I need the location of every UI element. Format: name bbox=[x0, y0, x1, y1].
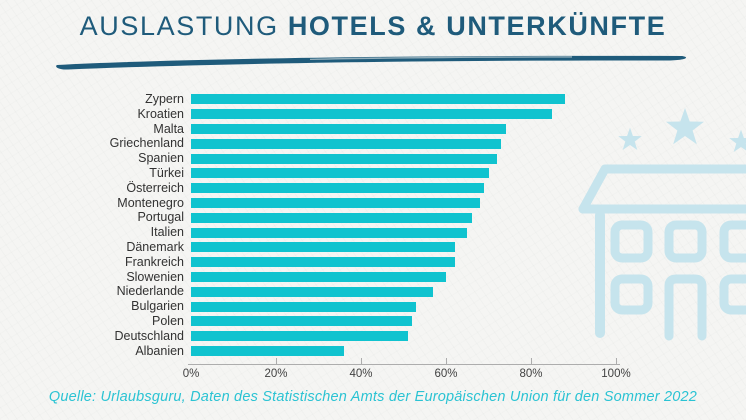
bar-track bbox=[191, 136, 616, 151]
axis-tick bbox=[276, 358, 277, 364]
bar-track bbox=[191, 284, 616, 299]
bar bbox=[191, 197, 480, 208]
bar-label: Türkei bbox=[149, 165, 184, 180]
bar-track bbox=[191, 225, 616, 240]
bar-label: Österreich bbox=[126, 180, 184, 195]
bar-label: Montenegro bbox=[117, 195, 184, 210]
chart-row: Türkei bbox=[0, 166, 616, 181]
bar bbox=[191, 183, 485, 194]
bar-label: Spanien bbox=[138, 151, 184, 166]
bar-label: Polen bbox=[152, 313, 184, 328]
axis-tick-label: 60% bbox=[434, 368, 458, 380]
chart-row: Italien bbox=[0, 225, 616, 240]
page-title-regular: AUSLASTUNG bbox=[79, 11, 279, 41]
bar bbox=[191, 138, 502, 149]
bar bbox=[191, 331, 408, 342]
bar-track bbox=[191, 329, 616, 344]
bar-label: Malta bbox=[153, 121, 184, 136]
chart-row: Polen bbox=[0, 314, 616, 329]
axis-tick bbox=[531, 358, 532, 364]
bar-label: Zypern bbox=[145, 92, 184, 106]
bar-track bbox=[191, 210, 616, 225]
chart-row: Österreich bbox=[0, 181, 616, 196]
source-caption: Quelle: Urlaubsguru, Daten des Statistis… bbox=[48, 389, 698, 405]
bar-label: Deutschland bbox=[114, 328, 185, 343]
bar bbox=[191, 212, 472, 223]
bar-track bbox=[191, 122, 616, 137]
bar-label: Bulgarien bbox=[131, 299, 184, 314]
bar-label: Dänemark bbox=[126, 239, 184, 254]
chart-row: Spanien bbox=[0, 151, 616, 166]
bar bbox=[191, 301, 417, 312]
axis-tick-label: 0% bbox=[182, 368, 200, 380]
bar bbox=[191, 227, 468, 238]
chart-row: Zypern bbox=[0, 92, 616, 107]
bar-label: Kroatien bbox=[137, 106, 184, 121]
axis-tick bbox=[446, 358, 447, 364]
bar bbox=[191, 286, 434, 297]
star-icon bbox=[666, 108, 704, 145]
chart-row: Dänemark bbox=[0, 240, 616, 255]
hotel-building-icon bbox=[578, 108, 746, 341]
bar bbox=[191, 271, 446, 282]
bar bbox=[191, 257, 455, 268]
bar-track bbox=[191, 151, 616, 166]
bar-track bbox=[191, 92, 616, 107]
bar-track bbox=[191, 196, 616, 211]
bar-label: Frankreich bbox=[124, 254, 184, 269]
axis-tick-label: 100% bbox=[601, 368, 631, 380]
bar bbox=[191, 168, 489, 179]
bar-label: Albanien bbox=[135, 343, 184, 358]
bar-track bbox=[191, 314, 616, 329]
chart-row: Malta bbox=[0, 122, 616, 137]
bar bbox=[191, 345, 344, 356]
chart-row: Deutschland bbox=[0, 329, 616, 344]
bar-track bbox=[191, 255, 616, 270]
chart-row: Portugal bbox=[0, 210, 616, 225]
chart-row: Albanien bbox=[0, 344, 616, 359]
star-icon bbox=[729, 129, 746, 153]
axis-tick-label: 80% bbox=[519, 368, 543, 380]
bar-track bbox=[191, 166, 616, 181]
chart-row: Slowenien bbox=[0, 270, 616, 285]
bar-label: Niederlande bbox=[116, 284, 184, 299]
chart-row: Kroatien bbox=[0, 107, 616, 122]
bar bbox=[191, 123, 506, 134]
chart-row: Frankreich bbox=[0, 255, 616, 270]
chart-row: Griechenland bbox=[0, 136, 616, 151]
bar bbox=[191, 242, 455, 253]
chart-row: Bulgarien bbox=[0, 299, 616, 314]
bar-track bbox=[191, 107, 616, 122]
bar-track bbox=[191, 240, 616, 255]
bar-chart: Zypern Kroatien Malta Griechenland Spanien Tü… bbox=[0, 92, 616, 358]
bar bbox=[191, 316, 412, 327]
axis-tick-label: 40% bbox=[349, 368, 373, 380]
bar-label: Portugal bbox=[137, 210, 184, 225]
page-title-bold: HOTELS & UNTERKÜNFTE bbox=[287, 11, 667, 41]
bar bbox=[191, 109, 553, 120]
page-title-space bbox=[279, 11, 288, 41]
bar-label: Griechenland bbox=[109, 136, 184, 151]
bar-label: Italien bbox=[150, 225, 184, 240]
page-title: AUSLASTUNG HOTELS & UNTERKÜNFTE bbox=[0, 11, 746, 42]
bar-track bbox=[191, 299, 616, 314]
bar bbox=[191, 153, 497, 164]
x-axis-line bbox=[188, 364, 620, 365]
axis-tick bbox=[361, 358, 362, 364]
bar bbox=[191, 94, 565, 105]
bar-track bbox=[191, 270, 616, 285]
axis-tick-label: 20% bbox=[264, 368, 288, 380]
bar-track bbox=[191, 181, 616, 196]
axis-tick bbox=[616, 358, 617, 364]
chart-row: Montenegro bbox=[0, 196, 616, 211]
bar-track bbox=[191, 344, 616, 359]
brush-stroke-underline bbox=[56, 55, 687, 70]
chart-row: Niederlande bbox=[0, 284, 616, 299]
star-icon bbox=[618, 127, 642, 151]
bar-label: Slowenien bbox=[126, 269, 184, 284]
